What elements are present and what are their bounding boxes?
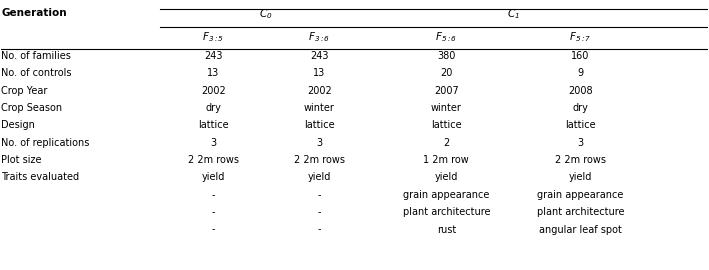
Text: grain appearance: grain appearance xyxy=(537,190,624,200)
Text: $\mathregular{F_{5:6}}$: $\mathregular{F_{5:6}}$ xyxy=(435,30,457,44)
Text: lattice: lattice xyxy=(304,120,335,130)
Text: winter: winter xyxy=(431,103,462,113)
Text: plant architecture: plant architecture xyxy=(537,207,624,217)
Text: dry: dry xyxy=(206,103,221,113)
Text: 160: 160 xyxy=(571,51,590,61)
Text: 1 2m row: 1 2m row xyxy=(423,155,469,165)
Text: Design: Design xyxy=(1,120,35,130)
Text: 243: 243 xyxy=(204,51,223,61)
Text: 3: 3 xyxy=(316,138,323,148)
Text: 13: 13 xyxy=(207,68,219,78)
Text: -: - xyxy=(318,207,321,217)
Text: No. of controls: No. of controls xyxy=(1,68,72,78)
Text: $\mathregular{C_1}$: $\mathregular{C_1}$ xyxy=(507,7,520,21)
Text: 3: 3 xyxy=(577,138,584,148)
Text: rust: rust xyxy=(437,225,456,235)
Text: 2008: 2008 xyxy=(568,86,593,96)
Text: $\mathregular{C_0}$: $\mathregular{C_0}$ xyxy=(259,7,273,21)
Text: yield: yield xyxy=(201,173,225,183)
Text: 2007: 2007 xyxy=(434,86,459,96)
Text: yield: yield xyxy=(569,173,592,183)
Text: dry: dry xyxy=(573,103,588,113)
Text: grain appearance: grain appearance xyxy=(403,190,489,200)
Text: 20: 20 xyxy=(440,68,452,78)
Text: $\mathregular{F_{3:5}}$: $\mathregular{F_{3:5}}$ xyxy=(202,30,224,44)
Text: -: - xyxy=(211,207,215,217)
Text: -: - xyxy=(211,225,215,235)
Text: 3: 3 xyxy=(210,138,216,148)
Text: Traits evaluated: Traits evaluated xyxy=(1,173,79,183)
Text: 2: 2 xyxy=(443,138,450,148)
Text: plant architecture: plant architecture xyxy=(403,207,490,217)
Text: -: - xyxy=(211,190,215,200)
Text: 2002: 2002 xyxy=(201,86,225,96)
Text: lattice: lattice xyxy=(565,120,596,130)
Text: 2 2m rows: 2 2m rows xyxy=(294,155,345,165)
Text: No. of families: No. of families xyxy=(1,51,72,61)
Text: $\mathregular{F_{5:7}}$: $\mathregular{F_{5:7}}$ xyxy=(569,30,592,44)
Text: 380: 380 xyxy=(437,51,455,61)
Text: 2 2m rows: 2 2m rows xyxy=(188,155,239,165)
Text: 243: 243 xyxy=(310,51,328,61)
Text: -: - xyxy=(318,190,321,200)
Text: lattice: lattice xyxy=(198,120,228,130)
Text: 2 2m rows: 2 2m rows xyxy=(555,155,606,165)
Text: 9: 9 xyxy=(577,68,584,78)
Text: Crop Year: Crop Year xyxy=(1,86,48,96)
Text: winter: winter xyxy=(303,103,335,113)
Text: yield: yield xyxy=(308,173,331,183)
Text: lattice: lattice xyxy=(431,120,462,130)
Text: 13: 13 xyxy=(313,68,325,78)
Text: Crop Season: Crop Season xyxy=(1,103,62,113)
Text: -: - xyxy=(318,225,321,235)
Text: 2002: 2002 xyxy=(307,86,332,96)
Text: yield: yield xyxy=(435,173,458,183)
Text: Plot size: Plot size xyxy=(1,155,42,165)
Text: angular leaf spot: angular leaf spot xyxy=(539,225,622,235)
Text: $\mathregular{F_{3:6}}$: $\mathregular{F_{3:6}}$ xyxy=(308,30,330,44)
Text: No. of replications: No. of replications xyxy=(1,138,90,148)
Text: Generation: Generation xyxy=(1,8,67,18)
